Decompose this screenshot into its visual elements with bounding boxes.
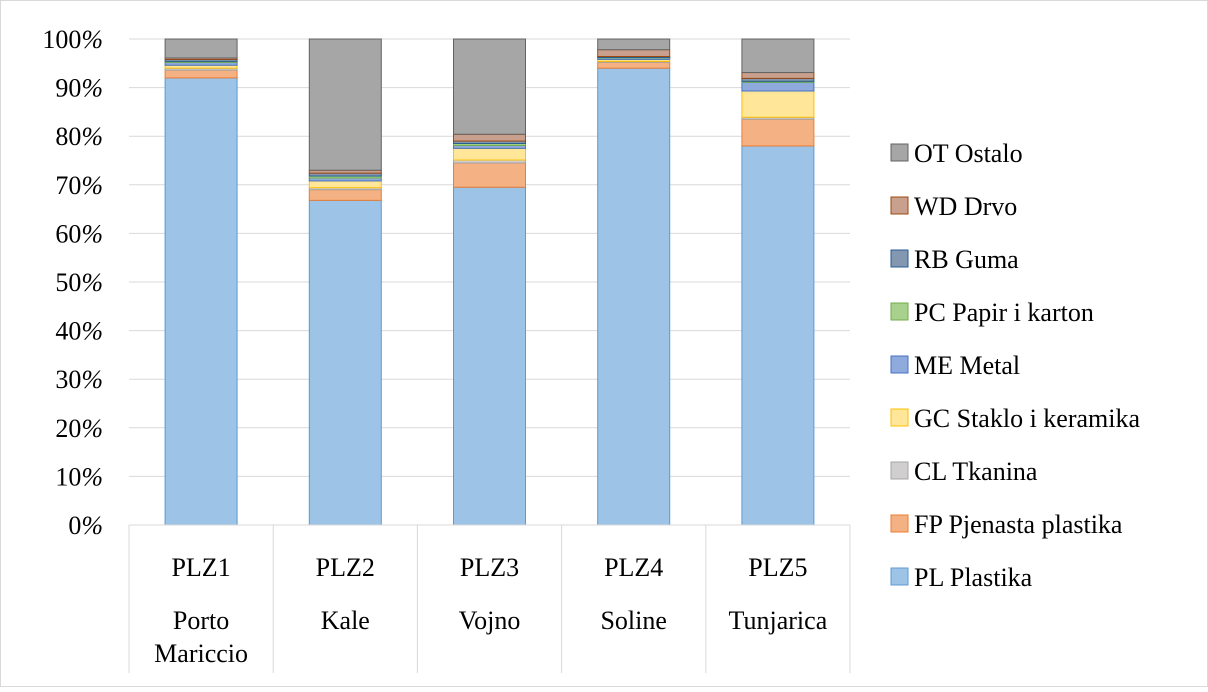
legend-swatch xyxy=(891,356,908,373)
y-tick-label: 70% xyxy=(55,171,103,200)
legend-swatch xyxy=(891,568,908,585)
bar-segment-wd-plz3 xyxy=(454,134,526,141)
x-tick-label-code: PLZ1 xyxy=(171,553,230,582)
bar-segment-ot-plz4 xyxy=(598,39,670,50)
legend: OT Ostalo WD Drvo RB Guma PC Papir i karton… xyxy=(891,139,1140,592)
bar-segment-pl-plz4 xyxy=(598,68,670,525)
y-tick-label: 30% xyxy=(55,365,103,394)
bar-segment-fp-plz1 xyxy=(165,70,237,78)
legend-label: WD Drvo xyxy=(914,192,1017,221)
legend-label: PC Papir i karton xyxy=(914,298,1094,327)
y-tick-label: 10% xyxy=(55,462,103,491)
x-tick-label-name: Soline xyxy=(600,606,666,635)
legend-label: CL Tkanina xyxy=(914,457,1038,486)
x-tick-label-code: PLZ5 xyxy=(748,553,807,582)
x-tick-label-name: Kale xyxy=(321,606,370,635)
legend-swatch xyxy=(891,515,908,532)
bar-segment-gc-plz3 xyxy=(454,148,526,160)
bar-segment-ot-plz2 xyxy=(309,39,381,170)
y-tick-label: 80% xyxy=(55,122,103,151)
legend-label: ME Metal xyxy=(914,351,1020,380)
bar-segment-fp-plz5 xyxy=(742,119,814,146)
bar-segment-wd-plz4 xyxy=(598,50,670,57)
x-tick-label-name: Vojno xyxy=(459,606,521,635)
y-axis-tick-labels: 0% 10% 20% 30% 40% 50% 60% 70% 80% 90% 100% xyxy=(42,25,103,540)
legend-label: FP Pjenasta plastika xyxy=(914,510,1123,539)
y-tick-label: 40% xyxy=(55,317,103,346)
bar-segment-ot-plz1 xyxy=(165,39,237,58)
legend-swatch xyxy=(891,462,908,479)
x-tick-label-code: PLZ4 xyxy=(604,553,663,582)
legend-label: RB Guma xyxy=(914,245,1019,274)
legend-swatch xyxy=(891,303,908,320)
y-tick-label: 20% xyxy=(55,414,103,443)
legend-label: PL Plastika xyxy=(914,563,1033,592)
x-tick-label-name: Tunjarica xyxy=(729,606,828,635)
y-tick-label: 90% xyxy=(55,74,103,103)
x-tick-label-code: PLZ2 xyxy=(316,553,375,582)
y-tick-label: 60% xyxy=(55,219,103,248)
bar-segment-me-plz5 xyxy=(742,82,814,91)
y-tick-label: 0% xyxy=(68,511,103,540)
bar-segment-gc-plz2 xyxy=(309,181,381,188)
bar-segment-fp-plz4 xyxy=(598,62,670,68)
bar-segment-fp-plz3 xyxy=(454,163,526,187)
legend-label: GC Staklo i keramika xyxy=(914,404,1140,433)
y-tick-label: 50% xyxy=(55,268,103,297)
bar-segment-wd-plz5 xyxy=(742,73,814,79)
legend-swatch xyxy=(891,144,908,161)
legend-swatch xyxy=(891,250,908,267)
bar-segment-fp-plz2 xyxy=(309,190,381,201)
y-tick-label: 100% xyxy=(42,25,103,54)
legend-swatch xyxy=(891,197,908,214)
bar-segment-ot-plz3 xyxy=(454,39,526,134)
bar-segment-pl-plz3 xyxy=(454,187,526,525)
legend-swatch xyxy=(891,409,908,426)
x-tick-label-code: PLZ3 xyxy=(460,553,519,582)
bar-segment-pl-plz2 xyxy=(309,200,381,525)
bar-segment-pl-plz5 xyxy=(742,146,814,525)
legend-label: OT Ostalo xyxy=(914,139,1023,168)
bar-segment-ot-plz5 xyxy=(742,39,814,73)
bar-segment-gc-plz5 xyxy=(742,91,814,117)
bar-segment-pl-plz1 xyxy=(165,78,237,525)
